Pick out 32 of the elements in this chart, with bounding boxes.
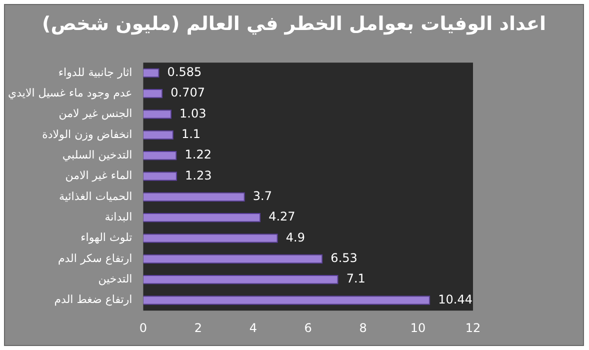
x-tick-label: 10 <box>410 320 426 335</box>
y-tick-label: ارتفاع سكر الدم <box>58 252 132 265</box>
y-tick-label: الحميات الغذائية <box>59 190 132 203</box>
x-tick-label: 6 <box>304 320 312 335</box>
y-tick-label: البدانة <box>104 210 132 224</box>
data-label: 0.585 <box>167 65 202 80</box>
data-label: 1.03 <box>180 106 206 120</box>
data-label: 4.9 <box>286 230 305 244</box>
x-tick-label: 2 <box>194 320 202 335</box>
y-tick-label: التدخين السلبي <box>62 148 132 162</box>
y-tick-label: الجنس غير لامن <box>58 107 132 120</box>
data-label: 0.707 <box>170 86 206 100</box>
x-tick-label: 0 <box>139 320 148 335</box>
data-label: 3.7 <box>252 189 272 204</box>
y-tick-label: انخفاض وزن الولادة <box>42 128 132 141</box>
y-tick-label: ارتفاع ضغط الدم <box>54 293 132 306</box>
x-tick-label: 8 <box>359 320 367 335</box>
data-label: 1.1 <box>181 127 201 142</box>
data-label: 1.23 <box>185 168 212 182</box>
y-tick-label: تلوث الهواء <box>80 231 132 244</box>
data-label: 4.27 <box>268 210 296 224</box>
data-label: 10.44 <box>438 292 472 306</box>
y-tick-label: الماء غير الامن <box>65 169 132 182</box>
y-tick-label: اثار جانبية للدواء <box>58 66 132 79</box>
data-label: 6.53 <box>330 251 358 266</box>
y-tick-label: التدخين <box>98 272 132 286</box>
x-tick-label: 12 <box>465 320 481 335</box>
x-tick-label: 4 <box>249 320 257 335</box>
data-label: 7.1 <box>346 272 366 286</box>
chart-title: اعداد الوفيات بعوامل الخطر في العالم (مليون شخص) <box>41 13 547 35</box>
y-tick-label: عدم وجود ماء غسيل الايدي <box>8 86 132 100</box>
data-label: 1.22 <box>184 148 212 162</box>
